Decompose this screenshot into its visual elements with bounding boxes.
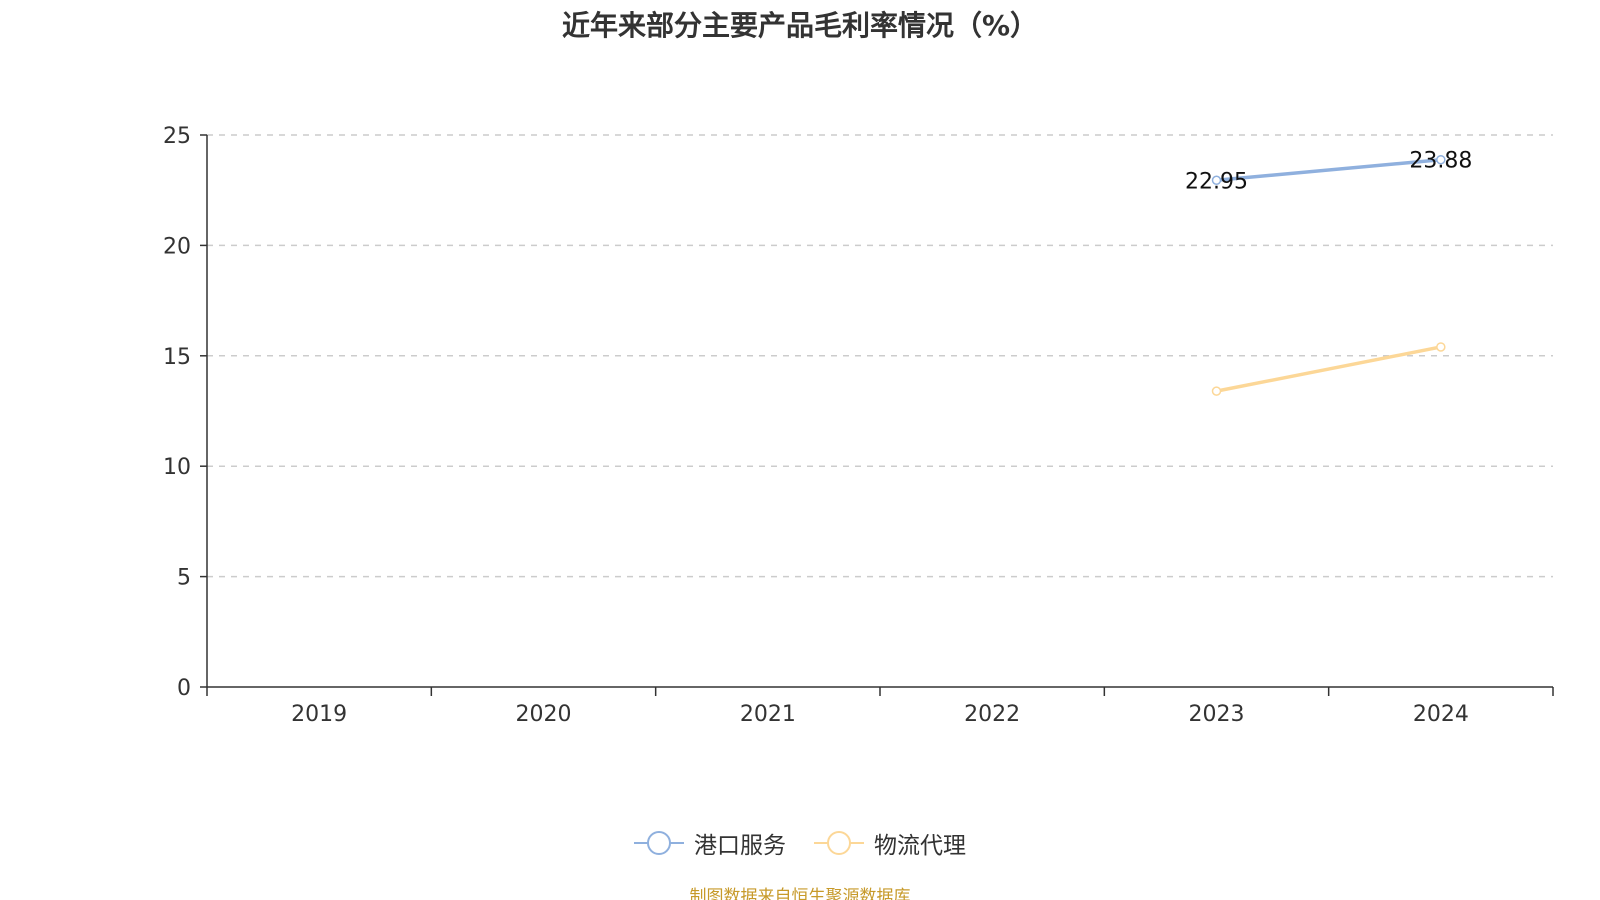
- legend-dot-logistics-agency: [827, 831, 851, 855]
- legend-item-port-service[interactable]: 港口服务: [634, 826, 786, 860]
- y-tick-label-20: 20: [163, 234, 191, 259]
- chart-title: 近年来部分主要产品毛利率情况（%）: [561, 9, 1039, 42]
- y-tick-label-15: 15: [163, 345, 191, 370]
- legend-marker-logistics-agency: [814, 830, 864, 856]
- series-line-1: [1216, 345, 1442, 393]
- series-0-point-2023: [1211, 175, 1222, 186]
- series-0-data-label-2024: 23.88: [1409, 149, 1472, 174]
- series-1-point-2023: [1211, 386, 1222, 396]
- y-tick-label-5: 5: [177, 566, 191, 591]
- source-note: 制图数据来自恒生聚源数据库: [689, 887, 911, 900]
- y-tick-label-10: 10: [163, 455, 191, 480]
- y-tick-label-0: 0: [177, 676, 191, 701]
- series-1-point-2024: [1436, 342, 1446, 352]
- legend: 港口服务 物流代理: [0, 826, 1600, 860]
- x-tick-label-2024: 2024: [1413, 702, 1469, 727]
- legend-dot-port-service: [647, 831, 671, 855]
- legend-item-logistics-agency[interactable]: 物流代理: [814, 826, 966, 860]
- x-tick-label-2020: 2020: [516, 702, 572, 727]
- series-0-point-2024: [1436, 154, 1446, 165]
- legend-label-logistics-agency: 物流代理: [874, 833, 966, 859]
- series-0-data-label-2023: 22.95: [1185, 169, 1248, 194]
- x-tick-label-2019: 2019: [291, 702, 347, 727]
- legend-label-port-service: 港口服务: [694, 833, 786, 859]
- series-line-0: [1216, 157, 1441, 183]
- y-tick-label-25: 25: [163, 124, 191, 149]
- legend-marker-port-service: [634, 830, 684, 856]
- x-tick-label-2023: 2023: [1189, 702, 1245, 727]
- x-tick-label-2022: 2022: [964, 702, 1020, 727]
- x-tick-label-2021: 2021: [740, 702, 796, 727]
